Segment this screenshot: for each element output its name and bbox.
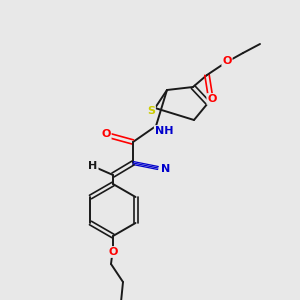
Text: O: O [222,56,232,66]
Text: N: N [161,164,171,174]
Text: O: O [101,129,111,139]
Text: H: H [88,161,98,171]
Text: O: O [207,94,217,104]
Text: O: O [108,247,118,257]
Text: NH: NH [155,126,173,136]
Text: S: S [147,106,155,116]
